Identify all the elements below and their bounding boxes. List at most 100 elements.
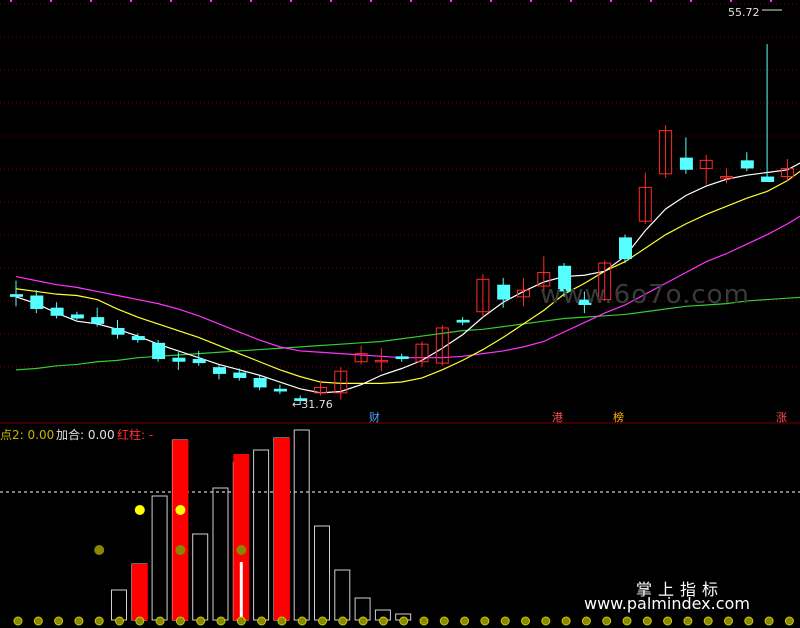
baseline-dot	[196, 616, 206, 626]
baseline-dot	[419, 616, 429, 626]
candle-body-up	[374, 359, 388, 363]
candle-body-up	[659, 130, 673, 175]
watermark-palmindex-title: 掌上指标	[636, 580, 725, 599]
indicator-olive-dot	[94, 545, 105, 555]
candle-body-down	[761, 176, 775, 182]
baseline-dot	[724, 616, 733, 626]
candle-body-up	[476, 278, 490, 313]
badge-bang[interactable]: 榜	[613, 411, 624, 424]
candle-body-up	[537, 272, 551, 287]
candle-body-down	[111, 327, 125, 335]
candle-body-down	[273, 388, 287, 392]
baseline-dot	[216, 616, 226, 626]
status-point2: 点2: 0.00	[0, 428, 55, 442]
indicator-bar	[212, 487, 229, 621]
baseline-dot	[94, 616, 104, 626]
candle-body-up	[517, 289, 530, 298]
baseline-dot	[663, 616, 673, 626]
ma5-line	[15, 162, 800, 394]
ma60-line	[15, 296, 800, 371]
baseline-dot	[622, 616, 632, 626]
badge-gang[interactable]: 港	[552, 411, 563, 424]
top-marker	[490, 0, 492, 2]
top-marker	[690, 0, 692, 2]
baseline-dot	[54, 616, 64, 626]
badge-zhang[interactable]: 涨	[776, 411, 787, 424]
baseline-dot	[318, 616, 327, 626]
baseline-dot	[135, 616, 145, 626]
indicator-bar	[111, 589, 127, 621]
candle-body-down	[233, 372, 247, 378]
baseline-dot	[175, 616, 185, 626]
baseline-dot	[460, 616, 470, 626]
candle-body-up	[334, 370, 348, 394]
top-marker	[610, 0, 612, 2]
top-marker	[90, 0, 92, 2]
indicator-bar	[293, 429, 310, 621]
baseline-dot	[257, 616, 267, 626]
top-marker	[370, 0, 372, 2]
candle-body-up	[415, 343, 429, 363]
top-marker	[770, 0, 772, 2]
badge-cai[interactable]: 财	[369, 411, 380, 424]
top-marker	[10, 0, 12, 2]
top-marker	[50, 0, 52, 2]
candle-body-down	[619, 237, 632, 260]
baseline-dot	[784, 616, 794, 626]
candle-body-down	[213, 367, 226, 374]
candle-body-down	[456, 319, 470, 323]
top-marker	[450, 0, 452, 2]
baseline-dot	[236, 616, 246, 626]
indicator-bar	[314, 525, 330, 621]
ma10-line	[15, 170, 800, 384]
top-marker	[530, 0, 532, 2]
indicator-yellow-dot	[134, 505, 145, 515]
top-marker	[130, 0, 132, 2]
top-marker	[570, 0, 572, 2]
candle-body-up	[598, 262, 612, 301]
watermark-palmindex-url: www.palmindex.com	[584, 594, 750, 613]
candle-body-down	[395, 356, 409, 360]
indicator-olive-dot	[175, 545, 186, 555]
watermark-6o7o: www.6o7o.com	[540, 280, 750, 310]
baseline-dot	[561, 616, 571, 626]
price-high-label: 55.72	[728, 6, 760, 19]
baseline-dot	[74, 616, 84, 626]
indicator-red-bar	[172, 440, 189, 620]
candle-body-up	[435, 327, 449, 364]
candle-body-up	[638, 186, 652, 222]
baseline-dot	[500, 616, 510, 626]
candle-body-up	[780, 167, 794, 178]
baseline-dot	[642, 616, 652, 626]
indicator-olive-dot	[236, 545, 247, 555]
candle-body-down	[558, 265, 572, 292]
baseline-dot	[683, 616, 693, 626]
status-hongzhu: 红柱: -	[117, 428, 154, 442]
baseline-dot	[581, 616, 591, 626]
top-marker	[290, 0, 292, 2]
baseline-dot	[33, 616, 43, 626]
candle-body-up	[354, 353, 368, 363]
baseline-dot	[703, 616, 713, 626]
candle-body-down	[30, 295, 44, 310]
baseline-dot	[602, 616, 612, 626]
indicator-red-bar	[131, 564, 148, 620]
indicator-red-bar	[273, 438, 290, 620]
baseline-dot	[115, 616, 124, 626]
baseline-dot	[439, 616, 449, 626]
candle-body-down	[91, 317, 105, 324]
ma20-line	[15, 215, 800, 359]
candle-body-down	[497, 284, 511, 300]
indicator-bar	[192, 533, 209, 621]
baseline-dot	[155, 616, 165, 626]
candle-body-down	[131, 336, 145, 341]
indicator-bar	[253, 449, 270, 621]
baseline-dot	[297, 616, 307, 626]
candle-body-down	[578, 299, 592, 305]
top-marker	[650, 0, 652, 2]
baseline-dot	[744, 616, 754, 626]
top-marker	[210, 0, 212, 2]
baseline-dot	[378, 616, 388, 626]
